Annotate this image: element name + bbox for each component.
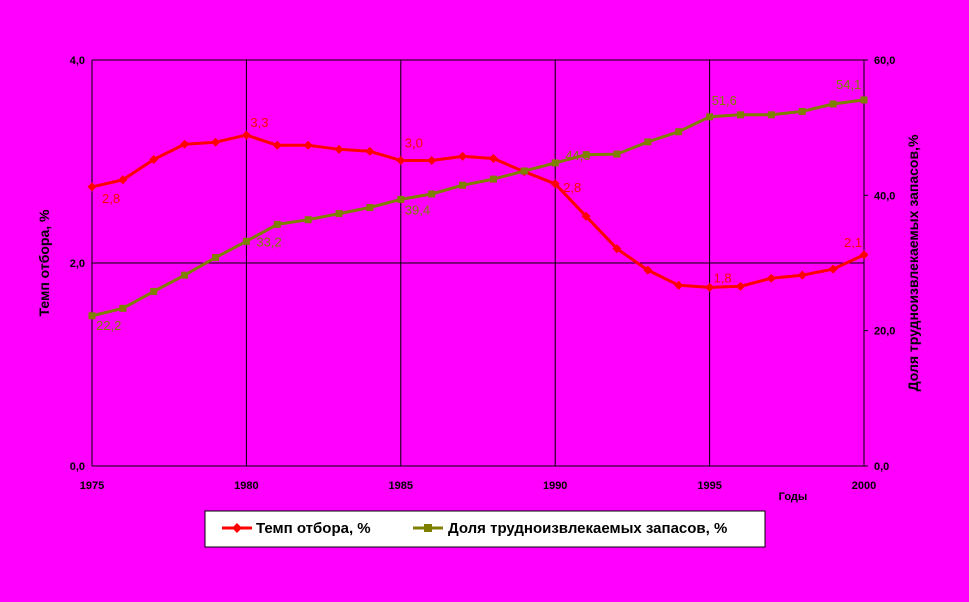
data-point-share	[273, 220, 281, 228]
data-point-share	[644, 138, 652, 146]
x-tick-label: 1985	[389, 480, 413, 492]
data-label: 22,2	[96, 318, 121, 333]
data-point-temp	[859, 250, 869, 260]
data-point-share	[88, 312, 96, 320]
data-point-temp	[612, 244, 622, 254]
data-point-share	[767, 111, 775, 119]
data-point-temp	[581, 211, 591, 221]
data-point-share	[675, 128, 683, 136]
series-line-0	[91, 133, 865, 289]
x-tick-label: 1995	[697, 480, 721, 492]
data-label: 2,8	[102, 191, 120, 206]
data-point-share	[736, 111, 744, 119]
data-point-share	[489, 175, 497, 183]
data-label: 2,1	[844, 235, 862, 250]
data-point-share	[860, 96, 868, 104]
data-point-share	[829, 100, 837, 108]
legend-marker-share	[424, 524, 432, 532]
data-point-temp	[211, 137, 221, 147]
data-point-share	[366, 204, 374, 212]
data-point-temp	[735, 281, 745, 291]
data-point-temp	[272, 140, 282, 150]
series-group	[87, 96, 869, 320]
x-axis-title: Годы	[779, 491, 808, 503]
data-point-share	[242, 237, 250, 245]
data-label: 51,6	[712, 93, 737, 108]
data-point-temp	[180, 139, 190, 149]
data-point-temp	[458, 151, 468, 161]
data-point-temp	[488, 153, 498, 163]
data-point-share	[397, 195, 405, 203]
data-point-temp	[396, 155, 406, 165]
data-point-temp	[427, 155, 437, 165]
data-point-share	[706, 113, 714, 121]
y-right-axis-title: Доля трудноизвлекаемых запасов,%	[905, 134, 921, 391]
data-point-share	[551, 159, 559, 167]
data-point-temp	[797, 270, 807, 280]
data-point-share	[582, 151, 590, 159]
data-label: 44,8	[565, 148, 590, 163]
x-tick-label: 1990	[543, 480, 567, 492]
data-point-temp	[550, 179, 560, 189]
data-point-share	[119, 304, 127, 312]
data-point-share	[798, 107, 806, 115]
data-point-temp	[118, 175, 128, 185]
y-left-tick-label: 0,0	[70, 461, 85, 473]
data-point-temp	[241, 130, 251, 140]
data-label: 33,2	[256, 234, 281, 249]
legend-marker-temp	[232, 523, 242, 533]
y-right-tick-label: 40,0	[874, 190, 895, 202]
data-labels: 2,8 3,3 3,0 2,8 1,8 2,1 22,2 33,2 39,4 44,8 51,6 54…	[96, 77, 862, 333]
legend-box	[204, 510, 766, 548]
data-point-temp	[643, 265, 653, 275]
y-right-tick-label: 20,0	[874, 326, 895, 338]
data-point-temp	[303, 140, 313, 150]
data-point-temp	[766, 273, 776, 283]
data-point-temp	[365, 146, 375, 156]
series-line-1	[91, 98, 865, 318]
data-point-share	[459, 181, 467, 189]
data-label: 54,1	[836, 77, 861, 92]
axes	[91, 59, 868, 467]
data-point-share	[335, 210, 343, 218]
data-point-temp	[705, 282, 715, 292]
y-left-axis-title: Темп отбора, %	[36, 209, 52, 317]
data-label: 3,3	[250, 115, 268, 130]
data-point-temp	[828, 264, 838, 274]
data-point-share	[304, 216, 312, 224]
legend: Темп отбора, % Доля трудноизвлекаемых за…	[204, 510, 766, 548]
data-label: 39,4	[405, 202, 430, 217]
data-label: 1,8	[714, 270, 732, 285]
legend-label-temp: Темп отбора, %	[256, 520, 371, 537]
data-point-share	[613, 150, 621, 158]
y-right-tick-label: 0,0	[874, 461, 889, 473]
x-tick-label: 1975	[80, 480, 104, 492]
data-point-share	[520, 167, 528, 175]
data-point-share	[181, 271, 189, 279]
data-point-temp	[674, 280, 684, 290]
legend-label-share: Доля трудноизвлекаемых запасов, %	[448, 520, 727, 537]
data-point-temp	[149, 154, 159, 164]
data-point-temp	[87, 182, 97, 192]
y-left-tick-label: 2,0	[70, 258, 85, 270]
data-point-share	[150, 287, 158, 295]
y-right-tick-label: 60,0	[874, 55, 895, 67]
data-point-share	[212, 254, 220, 262]
x-tick-label: 1980	[234, 480, 258, 492]
data-label: 2,8	[563, 180, 581, 195]
data-point-share	[428, 190, 436, 198]
tick-labels: 1975 1980 1985 1990 1995 2000 0,0 2,0 4,0 0,0 20,0…	[70, 55, 896, 492]
x-tick-label: 2000	[852, 480, 876, 492]
y-left-tick-label: 4,0	[70, 55, 85, 67]
data-label: 3,0	[405, 135, 423, 150]
data-point-temp	[334, 144, 344, 154]
